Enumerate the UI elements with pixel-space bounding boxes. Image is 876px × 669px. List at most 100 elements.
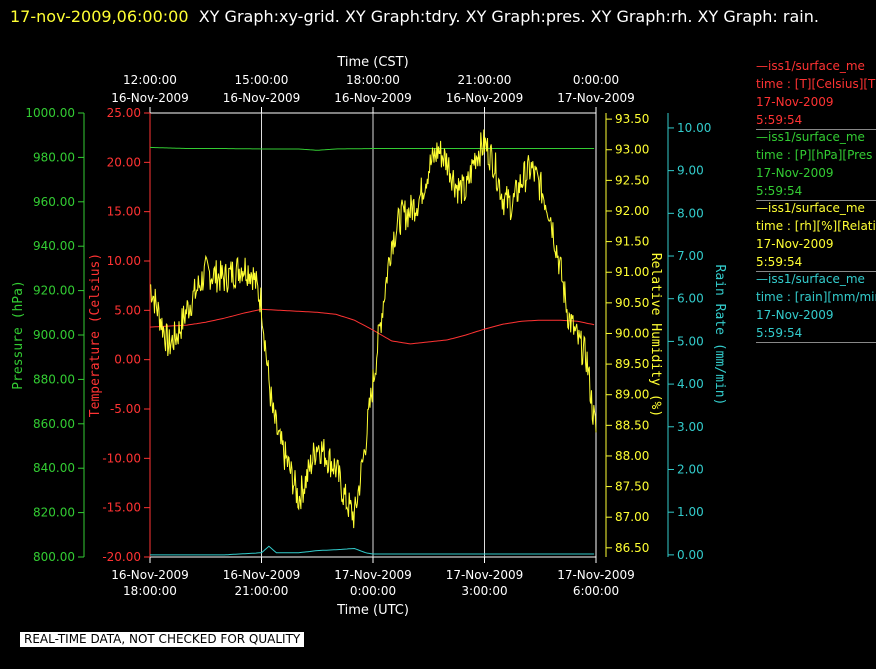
x-top-tick-label: 0:00:00 xyxy=(573,73,619,87)
x-tick-label: 16-Nov-2009 xyxy=(111,568,189,582)
temperature-tick-label: 5.00 xyxy=(114,303,141,317)
rain-tick-label: 2.00 xyxy=(677,462,704,476)
pressure-axis-label: Pressure (hPa) xyxy=(11,280,26,390)
pressure-tick-label: 940.00 xyxy=(33,239,75,253)
pressure-tick-label: 920.00 xyxy=(33,284,75,298)
legend-entry-line: 5:59:54 xyxy=(756,255,803,269)
rain-tick-label: 4.00 xyxy=(677,377,704,391)
legend-entry-line: 17-Nov-2009 xyxy=(756,308,834,322)
legend-entry-line: 17-Nov-2009 xyxy=(756,95,834,109)
pressure-tick-label: 1000.00 xyxy=(25,106,75,120)
rh-tick-label: 90.50 xyxy=(615,296,649,310)
x-tick-label: 18:00:00 xyxy=(123,584,177,598)
temperature-tick-label: -10.00 xyxy=(102,451,141,465)
rain-tick-label: 7.00 xyxy=(677,249,704,263)
rh-tick-label: 93.00 xyxy=(615,143,649,157)
rain-tick-label: 6.00 xyxy=(677,292,704,306)
x-tick-label: 16-Nov-2009 xyxy=(223,568,301,582)
x-tick-label: 6:00:00 xyxy=(573,584,619,598)
rain-series-line xyxy=(150,545,595,556)
temperature-tick-label: 25.00 xyxy=(107,106,141,120)
rh-tick-label: 91.00 xyxy=(615,265,649,279)
legend-entry-line: 17-Nov-2009 xyxy=(756,237,834,251)
rh-tick-label: 90.00 xyxy=(615,326,649,340)
rain-tick-label: 10.00 xyxy=(677,121,711,135)
rh-tick-label: 88.50 xyxy=(615,418,649,432)
legend-entry-line: 17-Nov-2009 xyxy=(756,166,834,180)
legend-entry-line: —iss1/surface_me xyxy=(756,130,865,144)
temperature-tick-label: 0.00 xyxy=(114,353,141,367)
legend-entry-line: —iss1/surface_me xyxy=(756,59,865,73)
rh-tick-label: 89.50 xyxy=(615,357,649,371)
pressure-tick-label: 880.00 xyxy=(33,372,75,386)
temperature-tick-label: -5.00 xyxy=(110,402,141,416)
pressure-series-line xyxy=(149,146,595,151)
pressure-tick-label: 900.00 xyxy=(33,328,75,342)
legend-entry-line: time : [rain][mm/min xyxy=(756,290,876,304)
rain-tick-label: 9.00 xyxy=(677,164,704,178)
temperature-tick-label: -15.00 xyxy=(102,501,141,515)
legend-entry-line: —iss1/surface_me xyxy=(756,201,865,215)
temperature-tick-label: 10.00 xyxy=(107,254,141,268)
rh-series-line xyxy=(149,129,597,529)
pressure-tick-label: 980.00 xyxy=(33,150,75,164)
rh-axis-label: Relative Humidity (%) xyxy=(648,253,663,417)
temperature-tick-label: 20.00 xyxy=(107,155,141,169)
rh-tick-label: 91.50 xyxy=(615,235,649,249)
rh-tick-label: 92.50 xyxy=(615,173,649,187)
rh-tick-label: 88.00 xyxy=(615,449,649,463)
x-top-tick-label: 16-Nov-2009 xyxy=(446,91,524,105)
x-top-tick-label: 12:00:00 xyxy=(123,73,177,87)
rain-tick-label: 3.00 xyxy=(677,420,704,434)
rh-tick-label: 93.50 xyxy=(615,112,649,126)
rain-axis-label: Rain Rate (mm/min) xyxy=(712,265,727,406)
rain-tick-label: 1.00 xyxy=(677,505,704,519)
legend-entry-line: time : [rh][%][Relati xyxy=(756,219,876,233)
temperature-series-line xyxy=(149,308,595,345)
quality-notice: REAL-TIME DATA, NOT CHECKED FOR QUALITY xyxy=(20,632,305,647)
rh-tick-label: 92.00 xyxy=(615,204,649,218)
rh-tick-label: 89.00 xyxy=(615,388,649,402)
rh-tick-label: 87.00 xyxy=(615,510,649,524)
pressure-tick-label: 800.00 xyxy=(33,550,75,564)
rain-tick-label: 0.00 xyxy=(677,548,704,562)
pressure-tick-label: 840.00 xyxy=(33,461,75,475)
rh-tick-label: 86.50 xyxy=(615,541,649,555)
x-top-tick-label: 15:00:00 xyxy=(235,73,289,87)
x-top-tick-label: 16-Nov-2009 xyxy=(223,91,301,105)
x-axis-label-utc: Time (UTC) xyxy=(336,603,409,618)
header-graphs-list: XY Graph:xy-grid. XY Graph:tdry. XY Grap… xyxy=(198,7,819,26)
pressure-tick-label: 860.00 xyxy=(33,417,75,431)
pressure-tick-label: 960.00 xyxy=(33,195,75,209)
x-top-tick-label: 18:00:00 xyxy=(346,73,400,87)
rh-tick-label: 87.50 xyxy=(615,480,649,494)
x-tick-label: 3:00:00 xyxy=(461,584,507,598)
x-axis-label-cst: Time (CST) xyxy=(336,55,408,70)
x-top-tick-label: 16-Nov-2009 xyxy=(334,91,412,105)
rain-tick-label: 5.00 xyxy=(677,334,704,348)
x-tick-label: 0:00:00 xyxy=(350,584,396,598)
temperature-tick-label: -20.00 xyxy=(102,550,141,564)
pressure-tick-label: 820.00 xyxy=(33,506,75,520)
temperature-tick-label: 15.00 xyxy=(107,205,141,219)
legend-entry-line: —iss1/surface_me xyxy=(756,272,865,286)
temperature-axis-label: Temperature (Celsius) xyxy=(88,253,103,417)
legend-entry-line: time : [T][Celsius][T xyxy=(756,77,876,91)
legend-entry-line: time : [P][hPa][Pres xyxy=(756,148,873,162)
header-title: 17-nov-2009,06:00:00 XY Graph:xy-grid. X… xyxy=(10,3,870,31)
x-tick-label: 21:00:00 xyxy=(235,584,289,598)
rain-tick-label: 8.00 xyxy=(677,206,704,220)
x-top-tick-label: 17-Nov-2009 xyxy=(557,91,635,105)
x-tick-label: 17-Nov-2009 xyxy=(334,568,412,582)
x-top-tick-label: 21:00:00 xyxy=(458,73,512,87)
x-tick-label: 17-Nov-2009 xyxy=(446,568,524,582)
legend-entry-line: 5:59:54 xyxy=(756,184,803,198)
x-top-tick-label: 16-Nov-2009 xyxy=(111,91,189,105)
legend-entry-line: 5:59:54 xyxy=(756,326,803,340)
x-tick-label: 17-Nov-2009 xyxy=(557,568,635,582)
